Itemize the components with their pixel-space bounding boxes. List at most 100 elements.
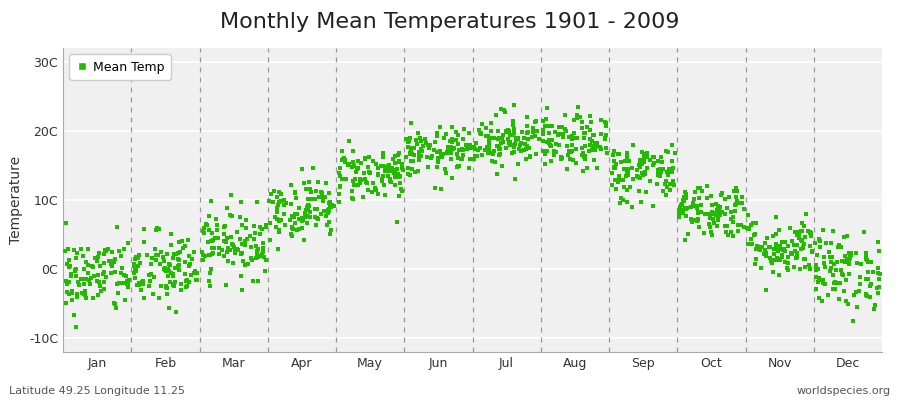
Point	[195, 257, 210, 263]
Point	[570, 112, 584, 118]
Point	[406, 158, 420, 164]
Point	[510, 161, 525, 167]
Point	[607, 165, 621, 172]
Point	[832, 280, 847, 286]
Point	[93, 282, 107, 289]
Point	[724, 229, 739, 236]
Point	[356, 170, 371, 176]
Point	[196, 230, 211, 236]
Point	[496, 132, 510, 138]
Point	[566, 157, 580, 164]
Point	[148, 257, 163, 264]
Point	[238, 242, 252, 248]
Point	[333, 184, 347, 190]
Point	[333, 172, 347, 179]
Point	[272, 198, 286, 205]
Point	[614, 195, 628, 202]
Point	[81, 246, 95, 252]
Point	[632, 188, 646, 194]
Point	[101, 246, 115, 252]
Point	[414, 138, 428, 144]
Point	[116, 280, 130, 286]
Point	[797, 234, 812, 240]
Point	[228, 248, 242, 254]
Point	[99, 274, 113, 280]
Point	[420, 164, 435, 170]
Point	[439, 131, 454, 138]
Point	[434, 186, 448, 192]
Point	[608, 147, 622, 154]
Point	[840, 256, 854, 262]
Point	[241, 261, 256, 267]
Point	[564, 132, 579, 139]
Point	[259, 224, 274, 230]
Point	[710, 209, 724, 216]
Point	[713, 204, 727, 210]
Point	[276, 197, 291, 204]
Point	[321, 208, 336, 214]
Point	[778, 239, 793, 245]
Point	[542, 140, 556, 146]
Point	[658, 178, 672, 184]
Point	[284, 182, 298, 189]
Point	[385, 166, 400, 173]
Point	[519, 146, 534, 152]
Point	[512, 146, 526, 152]
Point	[614, 159, 628, 166]
Point	[346, 164, 360, 170]
Point	[117, 272, 131, 278]
Point	[173, 248, 187, 255]
Point	[753, 265, 768, 272]
Point	[863, 294, 878, 300]
Point	[482, 144, 496, 151]
Point	[135, 279, 149, 285]
Point	[359, 179, 374, 185]
Point	[665, 169, 680, 176]
Point	[693, 185, 707, 191]
Point	[778, 248, 792, 254]
Point	[408, 169, 422, 176]
Point	[136, 281, 150, 288]
Point	[378, 168, 392, 175]
Legend: Mean Temp: Mean Temp	[69, 54, 171, 80]
Point	[652, 167, 667, 174]
Point	[362, 169, 376, 176]
Point	[94, 288, 108, 294]
Point	[815, 298, 830, 304]
Point	[250, 278, 265, 284]
Point	[863, 280, 878, 287]
Point	[710, 207, 724, 213]
Point	[166, 283, 181, 289]
Point	[777, 246, 791, 252]
Point	[400, 136, 414, 142]
Point	[619, 166, 634, 172]
Point	[504, 142, 518, 148]
Point	[295, 218, 310, 224]
Point	[130, 282, 144, 288]
Point	[780, 242, 795, 249]
Point	[204, 245, 219, 252]
Point	[819, 240, 833, 246]
Point	[773, 243, 788, 249]
Point	[752, 247, 767, 254]
Point	[700, 194, 715, 201]
Point	[652, 173, 667, 180]
Point	[257, 254, 272, 260]
Point	[813, 238, 827, 244]
Point	[537, 151, 552, 157]
Point	[587, 143, 601, 150]
Point	[825, 272, 840, 278]
Point	[474, 152, 489, 158]
Point	[69, 324, 84, 330]
Point	[455, 147, 470, 154]
Point	[749, 220, 763, 226]
Point	[502, 142, 517, 148]
Point	[560, 166, 574, 172]
Point	[452, 147, 466, 154]
Point	[411, 149, 426, 156]
Point	[160, 285, 175, 291]
Point	[439, 150, 454, 157]
Point	[542, 137, 556, 143]
Point	[171, 257, 185, 263]
Point	[84, 275, 98, 282]
